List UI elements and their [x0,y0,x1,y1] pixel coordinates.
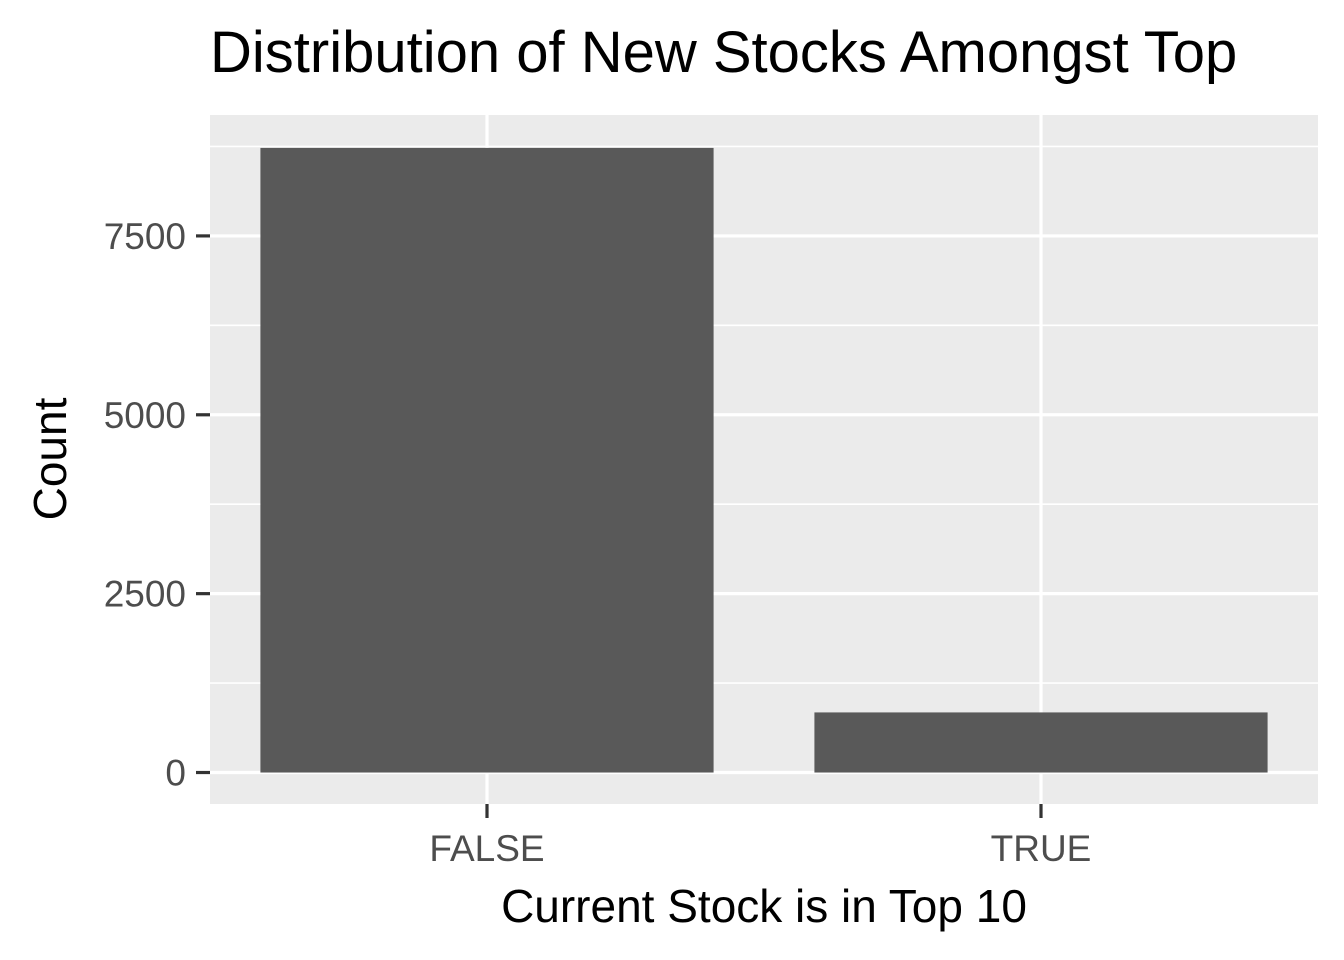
bar-false [260,147,714,773]
y-tick-label: 5000 [104,395,186,436]
bars [260,147,1268,773]
x-tick-label: FALSE [429,828,544,869]
x-axis-title: Current Stock is in Top 10 [501,880,1027,932]
y-tick-label: 0 [165,753,186,794]
y-tick-label: 2500 [104,574,186,615]
y-axis-ticks: 0 2500 5000 7500 [104,216,210,794]
chart-title: Distribution of New Stocks Amongst Top [210,20,1237,85]
bar-true [814,712,1268,773]
y-tick-label: 7500 [104,216,186,257]
y-axis-title: Count [24,397,76,520]
x-axis-ticks: FALSE TRUE [429,804,1091,869]
x-tick-label: TRUE [991,828,1092,869]
